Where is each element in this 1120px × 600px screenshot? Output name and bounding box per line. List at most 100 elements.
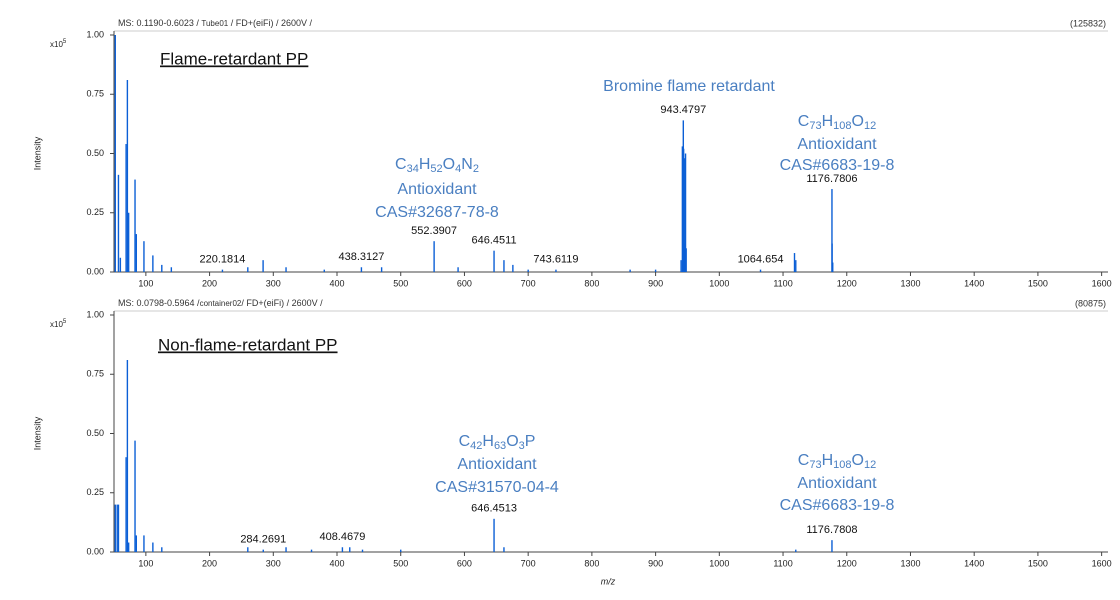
header-part: Tube01 <box>201 19 228 28</box>
annotation-line: CAS#6683-19-8 <box>780 497 895 514</box>
formula-part: O <box>852 113 864 130</box>
peak-label: 743.6119 <box>533 254 578 266</box>
formula-part: 52 <box>430 163 442 175</box>
max-intensity: (80875) <box>1075 298 1106 308</box>
y-tick-label: 0.00 <box>86 546 104 556</box>
annotation-line: CAS#6683-19-8 <box>780 157 895 174</box>
formula-part: P <box>525 433 536 450</box>
formula-part: 108 <box>833 459 851 471</box>
y-tick-label: 0.00 <box>86 266 104 276</box>
peak-label: 284.2691 <box>240 534 286 546</box>
multiplier-base: x10 <box>50 320 63 329</box>
x-tick-label: 1000 <box>709 558 729 568</box>
x-tick-label: 1300 <box>900 558 920 568</box>
formula-part: 42 <box>470 440 482 452</box>
formula-part: 34 <box>407 163 419 175</box>
peak-label: 1064.654 <box>738 254 784 266</box>
annotation-line: CAS#31570-04-4 <box>435 479 559 496</box>
x-tick-label: 600 <box>457 558 472 568</box>
y-tick-label: 0.75 <box>86 369 104 379</box>
x-tick-label: 500 <box>393 278 408 288</box>
panel-title: Flame-retardant PP <box>160 49 308 68</box>
x-tick-label: 1200 <box>837 558 857 568</box>
x-tick-label: 1300 <box>900 278 920 288</box>
x-tick-label: 100 <box>138 278 153 288</box>
x-tick-label: 200 <box>202 278 217 288</box>
max-intensity: (125832) <box>1070 18 1106 28</box>
x-tick-label: 1400 <box>964 278 984 288</box>
x-tick-label: 1600 <box>1092 558 1112 568</box>
formula-part: O <box>852 452 864 469</box>
y-tick-label: 1.00 <box>86 29 104 39</box>
annotation-line: Antioxidant <box>457 456 537 473</box>
x-tick-label: 700 <box>521 278 536 288</box>
y-axis-label: Intensity <box>32 136 42 170</box>
annotation-line: CAS#32687-78-8 <box>375 204 499 221</box>
formula-part: C <box>395 156 407 173</box>
header-part: / FD+(eiFi) / 2600V / <box>241 298 323 308</box>
x-tick-label: 700 <box>521 558 536 568</box>
x-tick-label: 400 <box>329 278 344 288</box>
header: MS: 0.1190-0.6023 / Tube01 / FD+(eiFi) /… <box>118 18 313 28</box>
peak-label: 438.3127 <box>338 251 384 263</box>
multiplier-exponent: 5 <box>63 319 67 325</box>
x-tick-label: 1100 <box>773 558 792 568</box>
formula-part: C <box>798 113 810 130</box>
annotation-line: Bromine flame retardant <box>603 78 775 95</box>
formula-part: 73 <box>809 120 821 132</box>
formula-part: O <box>506 433 518 450</box>
x-tick-label: 1100 <box>773 278 792 288</box>
annotation-line: Antioxidant <box>397 181 477 198</box>
formula-part: H <box>822 452 834 469</box>
header-part: MS: 0.1190-0.6023 / <box>118 18 201 28</box>
x-tick-label: 600 <box>457 278 472 288</box>
y-multiplier: x105 <box>50 319 67 330</box>
peak-label: 552.3907 <box>411 225 457 237</box>
x-tick-label: 1400 <box>964 558 984 568</box>
formula: C73H108O12 <box>798 113 876 132</box>
formula-part: 12 <box>864 459 876 471</box>
formula-part: C <box>459 433 471 450</box>
y-tick-label: 0.50 <box>86 428 104 438</box>
x-tick-label: 300 <box>266 558 281 568</box>
x-tick-label: 1500 <box>1028 558 1048 568</box>
formula-part: O <box>443 156 455 173</box>
formula: C34H52O4N2 <box>395 156 479 175</box>
annotation-line: Antioxidant <box>797 475 877 492</box>
x-tick-label: 100 <box>138 558 153 568</box>
x-tick-label: 200 <box>202 558 217 568</box>
y-tick-label: 1.00 <box>86 309 104 319</box>
x-tick-label: 1000 <box>709 278 729 288</box>
peak-label: 943.4797 <box>660 104 706 116</box>
y-tick-label: 0.50 <box>86 148 104 158</box>
header-part: container02 <box>200 299 242 308</box>
formula-part: 73 <box>809 459 821 471</box>
peak-label: 646.4513 <box>471 503 517 515</box>
formula: C73H108O12 <box>798 452 876 471</box>
peak-label: 408.4679 <box>319 531 365 543</box>
x-tick-label: 500 <box>393 558 408 568</box>
x-axis-label: m/z <box>601 576 616 586</box>
x-tick-label: 1200 <box>837 278 857 288</box>
multiplier-exponent: 5 <box>63 39 67 45</box>
peak-label: 1176.7808 <box>806 524 857 536</box>
formula-part: 63 <box>494 440 506 452</box>
annotation-line: Antioxidant <box>797 136 877 153</box>
y-multiplier: x105 <box>50 39 67 50</box>
formula-part: H <box>419 156 431 173</box>
x-tick-label: 1600 <box>1092 278 1112 288</box>
formula: C42H63O3P <box>459 433 536 452</box>
y-tick-label: 0.25 <box>86 207 104 217</box>
header-part: / FD+(eiFi) / 2600V / <box>228 18 312 28</box>
peak-label: 1176.7806 <box>806 173 857 185</box>
formula-part: 108 <box>833 120 851 132</box>
x-tick-label: 400 <box>329 558 344 568</box>
x-tick-label: 300 <box>266 278 281 288</box>
multiplier-base: x10 <box>50 40 63 49</box>
formula-part: 12 <box>864 120 876 132</box>
x-tick-label: 800 <box>584 558 599 568</box>
y-axis-label: Intensity <box>32 416 42 450</box>
formula-part: 3 <box>519 440 525 452</box>
x-tick-label: 800 <box>584 278 599 288</box>
